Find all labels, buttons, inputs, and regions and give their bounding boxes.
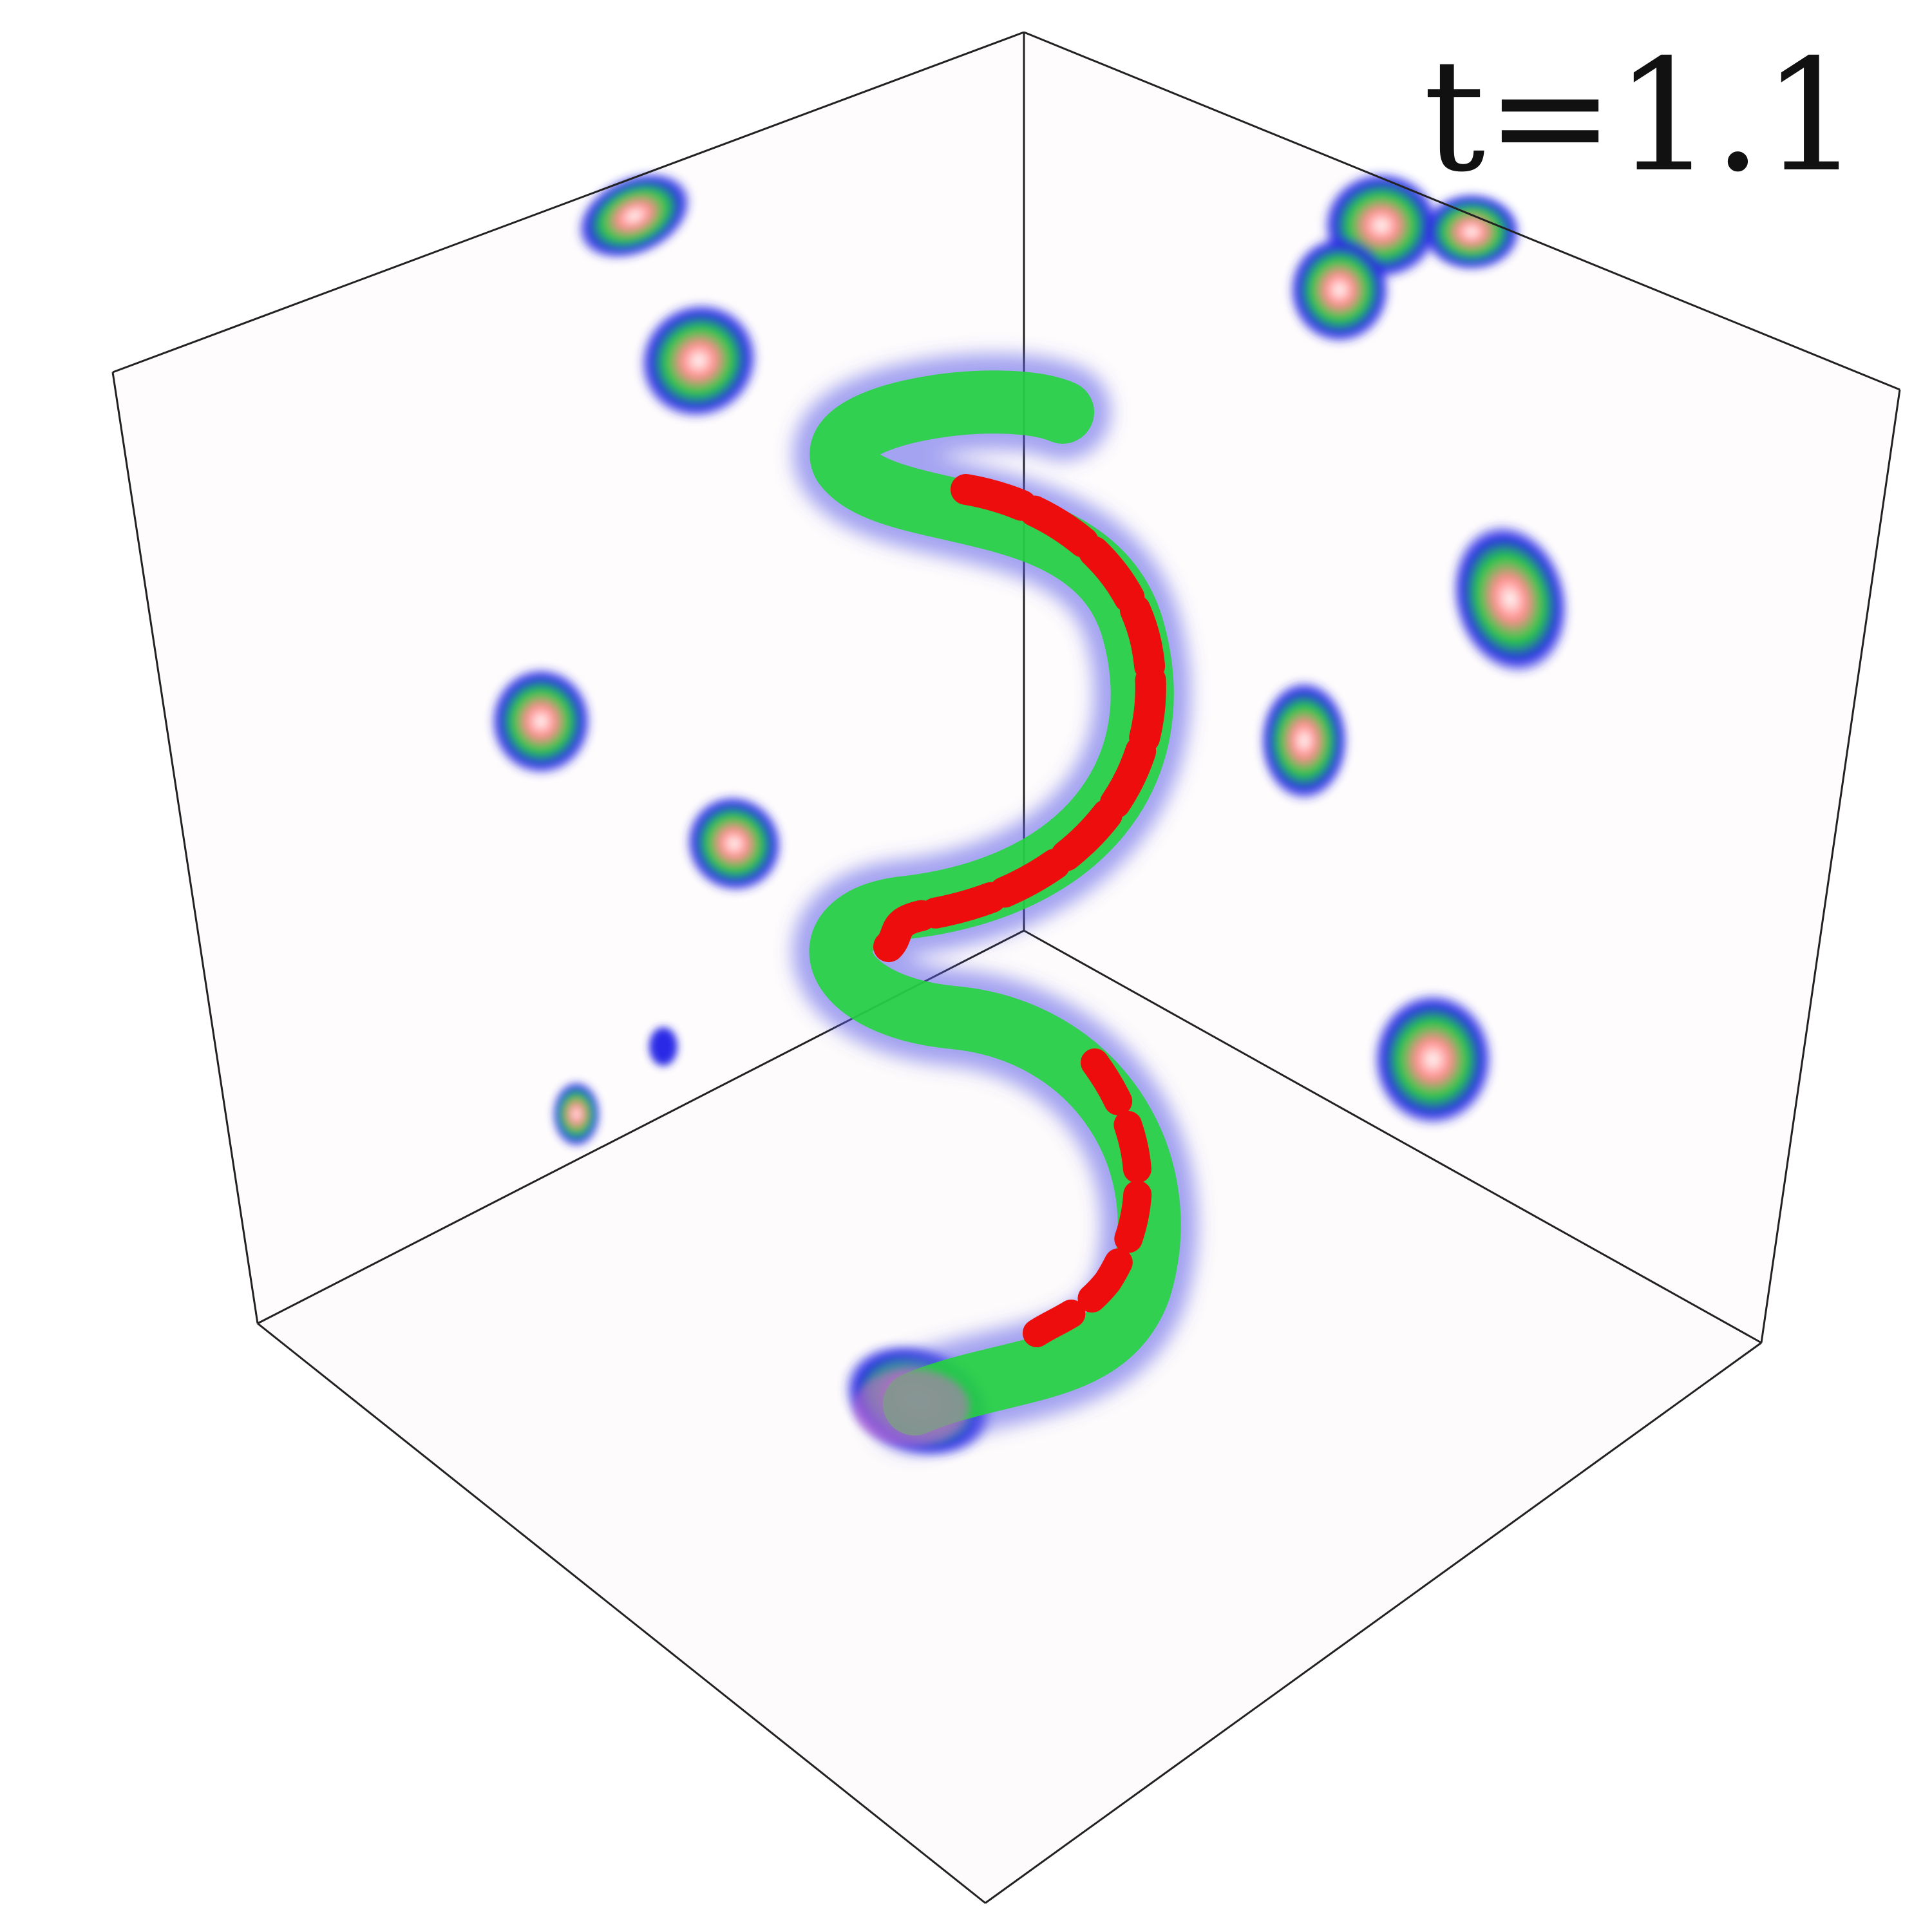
projection-blob	[638, 301, 759, 420]
projection-blob	[1421, 192, 1522, 272]
box-edge	[985, 1341, 1762, 1904]
projection-blob	[1372, 992, 1494, 1127]
time-label: t=1.1	[1423, 26, 1861, 206]
helix-isosurface	[792, 354, 1198, 1452]
helix-inner-core	[873, 474, 1166, 962]
box-panels	[113, 32, 1900, 1903]
projection-blob	[1450, 522, 1570, 676]
helix-inner-core	[1023, 1048, 1152, 1347]
left-wall-projections	[489, 171, 784, 1148]
projection-blob	[649, 1027, 677, 1066]
box-edge	[257, 1322, 986, 1904]
helix-end-cap	[853, 1368, 969, 1446]
projection-blob	[576, 171, 692, 261]
projection-blob	[1259, 679, 1349, 802]
projection-blob	[552, 1081, 601, 1148]
projection-blob	[489, 667, 592, 776]
box-edge	[1023, 31, 1900, 391]
right-wall-projections	[1259, 171, 1570, 1127]
box-edge	[112, 31, 1025, 374]
box-edge	[1023, 929, 1762, 1344]
projection-blob	[685, 794, 784, 893]
box-edge	[111, 372, 259, 1324]
projection-blob	[1288, 235, 1391, 345]
box-edge	[1760, 389, 1901, 1343]
right-wall	[1024, 32, 1900, 1343]
